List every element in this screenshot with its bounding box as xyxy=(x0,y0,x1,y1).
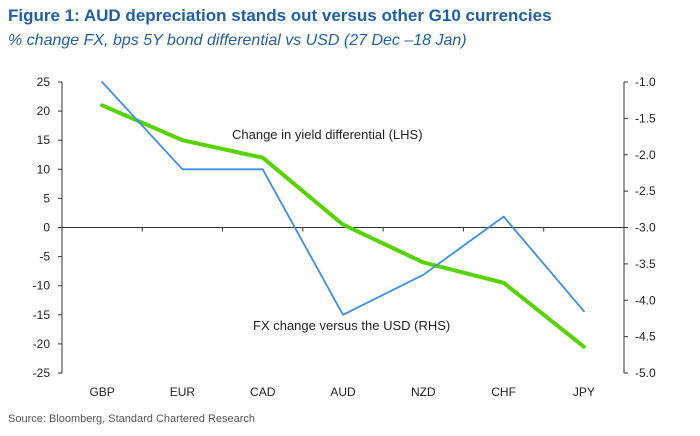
right-tick-label: -3.0 xyxy=(635,221,656,235)
series-line-yield-differential xyxy=(100,103,586,349)
right-tick-label: -4.5 xyxy=(635,330,656,344)
right-tick-label: -5.0 xyxy=(635,366,656,380)
chart-subtitle: % change FX, bps 5Y bond differential vs… xyxy=(8,32,467,49)
left-tick-label: 25 xyxy=(37,75,51,89)
x-tick-label: GBP xyxy=(89,385,114,399)
left-tick-label: -20 xyxy=(33,337,51,351)
x-tick-label: CHF xyxy=(491,385,516,399)
right-axis-ticks: -1.0 -1.5 -2.0 -2.5 -3.0 -3.5 -4.0 -4.5 -5.0 xyxy=(624,75,656,380)
chart-title: Figure 1: AUD depreciation stands out ve… xyxy=(8,6,552,25)
chart-series xyxy=(100,81,586,349)
annotation-fx-change: FX change versus the USD (RHS) xyxy=(253,318,450,333)
left-tick-label: -10 xyxy=(33,279,51,293)
left-tick-label: 5 xyxy=(43,191,50,205)
x-tick-label: AUD xyxy=(330,385,356,399)
right-tick-label: -1.5 xyxy=(635,111,656,125)
left-tick-label: 10 xyxy=(37,162,51,176)
left-tick-label: 15 xyxy=(37,133,51,147)
series-line-fx-change xyxy=(101,81,585,316)
x-axis-ticks: GBP EUR CAD AUD NZD CHF JPY xyxy=(61,227,625,399)
source-note: Source: Bloomberg, Standard Chartered Re… xyxy=(8,413,256,425)
left-tick-label: -25 xyxy=(33,366,51,380)
right-tick-label: -4.0 xyxy=(635,293,656,307)
right-tick-label: -3.5 xyxy=(635,257,656,271)
left-axis-ticks: 25 20 15 10 5 0 -5 -10 -15 -20 -25 xyxy=(33,75,62,380)
left-tick-label: 0 xyxy=(43,221,50,235)
x-tick-label: NZD xyxy=(411,385,436,399)
x-tick-label: CAD xyxy=(250,385,276,399)
x-tick-label: EUR xyxy=(170,385,196,399)
x-tick-label: JPY xyxy=(573,385,595,399)
left-tick-label: 20 xyxy=(37,104,51,118)
left-tick-label: -5 xyxy=(39,250,50,264)
right-tick-label: -2.5 xyxy=(635,184,656,198)
annotation-yield-differential: Change in yield differential (LHS) xyxy=(232,127,423,142)
right-tick-label: -2.0 xyxy=(635,148,656,162)
right-tick-label: -1.0 xyxy=(635,75,656,89)
left-tick-label: -15 xyxy=(33,308,51,322)
